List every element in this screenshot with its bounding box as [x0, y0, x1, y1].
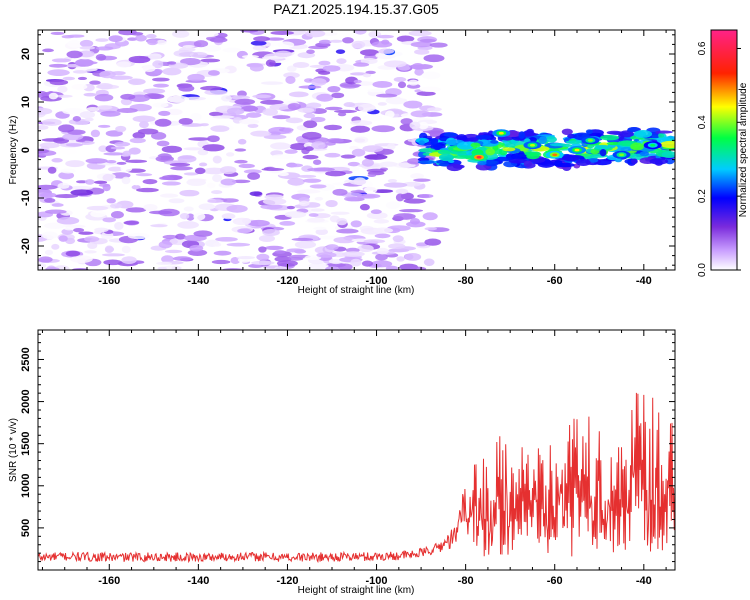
- colorbar-tick-label: 0.0: [697, 263, 708, 277]
- snr-ticks: -160 -140 -120 -100 -80 -60 -40 500 1000 1500 2000…: [20, 330, 675, 587]
- snr-series: [38, 392, 675, 564]
- colorbar-label: Normalized spectral amplitude: [738, 82, 749, 217]
- snr-panel: -160 -140 -120 -100 -80 -60 -40 500 1000 1500 2000…: [8, 329, 676, 596]
- colorbar-gradient: [710, 29, 738, 271]
- snr-xtick-label: -80: [458, 575, 474, 587]
- colorbar-tick-label: 0.4: [697, 115, 708, 129]
- colorbar-tick-label: 0.2: [697, 189, 708, 203]
- snr-ylabel: SNR (10 * v/v): [8, 418, 19, 482]
- snr-background: [38, 330, 675, 570]
- snr-ytick-label: 1000: [20, 474, 32, 498]
- spectrogram-ytick-label: 10: [20, 96, 32, 108]
- figure-title: PAZ1.2025.194.15.37.G05: [273, 1, 439, 17]
- spectrogram-ytick-label: 0: [20, 147, 32, 153]
- snr-xtick-label: -60: [547, 575, 563, 587]
- snr-ytick-label: 500: [20, 519, 32, 537]
- spectrogram-xtick-label: -120: [276, 275, 298, 287]
- spectrogram-xlabel: Height of straight line (km): [298, 285, 415, 296]
- snr-xtick-label: -120: [276, 575, 298, 587]
- spectrogram-xtick-label: -140: [187, 275, 209, 287]
- snr-ytick-label: 2000: [20, 389, 32, 413]
- snr-ytick-label: 1500: [20, 431, 32, 455]
- snr-xtick-label: -100: [366, 575, 388, 587]
- colorbar: 0.0 0.2 0.4 0.6 Normalized spectral amplitu…: [697, 29, 749, 277]
- spectrogram-xtick-label: -160: [98, 275, 120, 287]
- colorbar-ticks: 0.0 0.2 0.4 0.6: [697, 41, 741, 277]
- snr-ytick-label: 2500: [20, 347, 32, 371]
- spectrogram-ylabel: Frequency (Hz): [8, 116, 19, 185]
- snr-xlabel: Height of straight line (km): [298, 585, 415, 596]
- spectrogram-xtick-label: -80: [458, 275, 474, 287]
- snr-xtick-label: -40: [636, 575, 652, 587]
- snr-line: [38, 392, 675, 564]
- spectrogram-ytick-label: 20: [20, 48, 32, 60]
- spectrogram-ytick-label: -10: [20, 190, 32, 206]
- colorbar-tick-label: 0.6: [697, 41, 708, 55]
- spectrogram-ytick-label: -20: [20, 238, 32, 254]
- spectrogram-xtick-label: -40: [636, 275, 652, 287]
- spectrogram-xtick-label: -100: [366, 275, 388, 287]
- spectrogram-field: [38, 30, 675, 270]
- snr-frame: [37, 329, 676, 571]
- snr-xtick-label: -160: [98, 575, 120, 587]
- spectrogram-xtick-label: -60: [547, 275, 563, 287]
- snr-xtick-label: -140: [187, 575, 209, 587]
